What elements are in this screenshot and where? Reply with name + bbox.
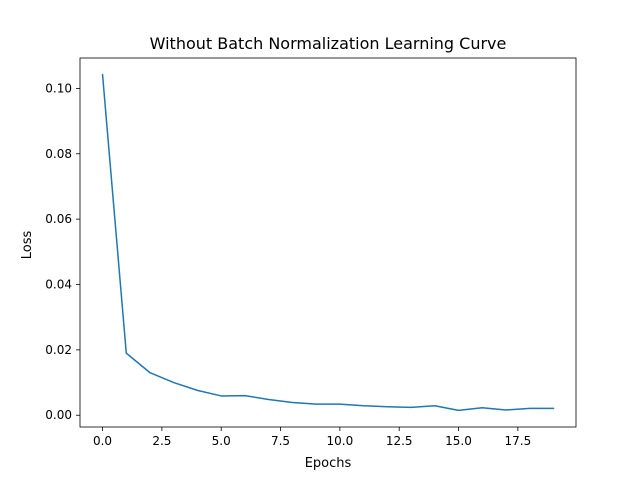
x-axis-label: Epochs xyxy=(305,456,352,471)
x-tick-label: 10.0 xyxy=(327,434,354,448)
x-tick-label: 12.5 xyxy=(386,434,413,448)
axes-frame xyxy=(79,57,577,428)
x-tick-label: 5.0 xyxy=(212,434,231,448)
y-tick-label: 0.08 xyxy=(45,147,72,161)
chart-title: Without Batch Normalization Learning Cur… xyxy=(150,34,507,53)
plot-area: 0.0 2.5 5.0 7.5 10.0 12.5 15.0 17.5 0.00 0.02 0.04… xyxy=(45,57,577,448)
x-tick-label: 15.0 xyxy=(445,434,472,448)
x-tick-label: 0.0 xyxy=(93,434,112,448)
series-line-0 xyxy=(101,73,555,412)
x-tick-label: 2.5 xyxy=(152,434,171,448)
y-axis-label: Loss xyxy=(20,231,35,260)
y-tick-label: 0.06 xyxy=(45,212,72,226)
x-tick-label: 17.5 xyxy=(504,434,531,448)
y-tick-label: 0.04 xyxy=(45,277,72,291)
y-tick-label: 0.00 xyxy=(45,408,72,422)
y-tick-label: 0.10 xyxy=(45,81,72,95)
x-tick-label: 7.5 xyxy=(271,434,290,448)
y-tick-label: 0.02 xyxy=(45,343,72,357)
